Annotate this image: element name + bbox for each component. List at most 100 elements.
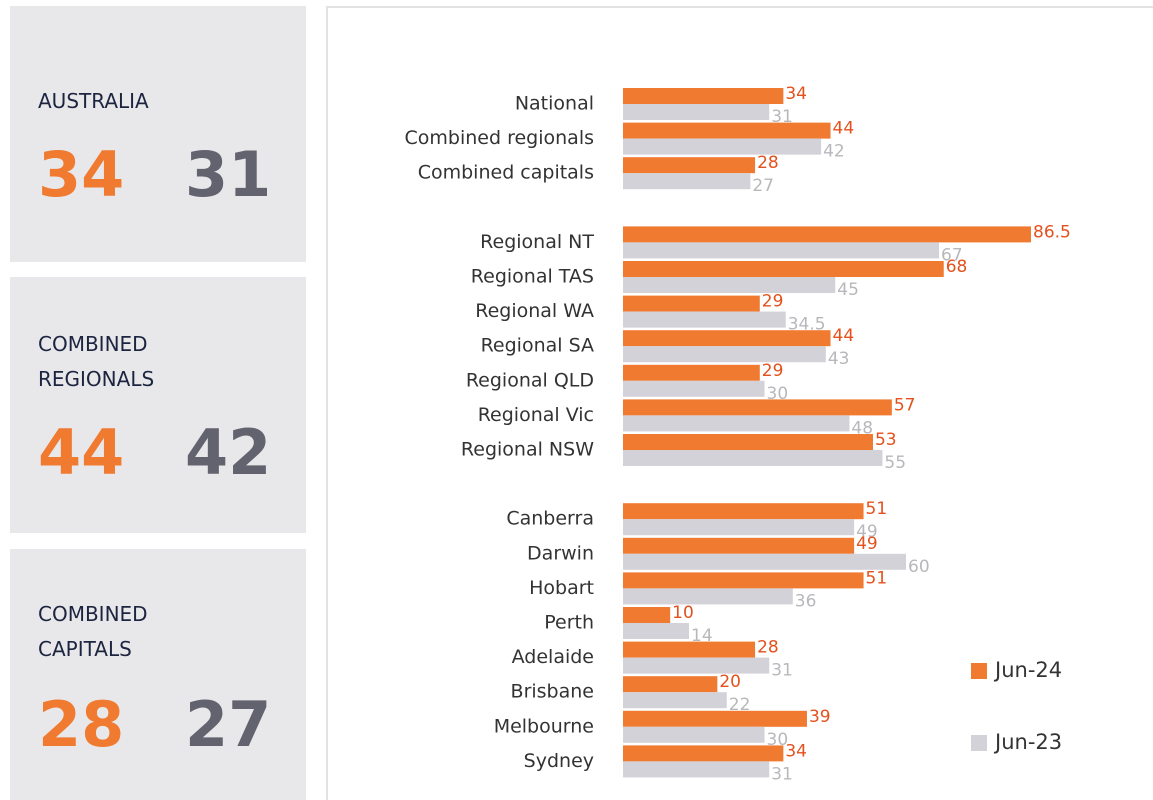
value-label: 44 — [833, 119, 855, 139]
previous-value: 31 — [185, 138, 272, 211]
value-label: 53 — [875, 430, 897, 450]
value-label: 34 — [785, 741, 807, 761]
category-label: Adelaide — [512, 646, 594, 668]
value-label: 39 — [809, 707, 831, 727]
legend-label: Jun-23 — [993, 730, 1062, 754]
value-label: 51 — [866, 568, 888, 588]
value-label: 30 — [767, 384, 789, 404]
category-label: Sydney — [524, 750, 594, 772]
bar — [623, 173, 751, 190]
value-label: 45 — [837, 280, 859, 300]
value-label: 60 — [908, 557, 930, 577]
value-label: 22 — [729, 695, 751, 715]
value-label: 48 — [851, 418, 873, 438]
bar — [623, 588, 793, 605]
value-label: 28 — [757, 638, 779, 658]
value-label: 34 — [785, 84, 807, 104]
bar — [623, 88, 784, 104]
category-label: Perth — [544, 612, 594, 634]
bar — [623, 434, 873, 450]
legend-label: Jun-24 — [993, 658, 1062, 682]
bar — [623, 330, 831, 347]
value-label: 43 — [828, 349, 850, 369]
category-label: Hobart — [529, 577, 594, 599]
bar — [623, 104, 770, 120]
bar — [623, 676, 718, 693]
category-label: Regional QLD — [466, 369, 594, 391]
value-label: 42 — [823, 142, 845, 162]
category-label: Combined regionals — [405, 127, 594, 149]
value-label: 31 — [771, 107, 793, 127]
value-label: 30 — [767, 730, 789, 750]
value-label: 20 — [719, 672, 741, 692]
value-label: 55 — [884, 453, 906, 473]
category-label: Regional TAS — [471, 266, 594, 288]
value-label: 31 — [771, 764, 793, 784]
category-label: Brisbane — [511, 681, 594, 703]
bar — [623, 572, 864, 589]
bar — [623, 503, 864, 520]
bar — [623, 537, 855, 554]
bar — [623, 261, 944, 277]
card-title: COMBINED CAPITALS — [38, 602, 148, 661]
bar — [623, 519, 855, 536]
bar — [623, 226, 1031, 243]
bar — [623, 277, 836, 293]
previous-value: 27 — [185, 688, 272, 761]
value-label: 51 — [866, 499, 888, 519]
bar — [623, 623, 690, 639]
value-label: 86.5 — [1033, 222, 1071, 242]
legend-swatch — [971, 735, 987, 751]
category-label: Regional SA — [481, 335, 594, 357]
bar — [623, 311, 786, 328]
category-label: National — [515, 93, 594, 115]
current-value: 44 — [38, 416, 125, 489]
bar — [623, 745, 784, 762]
bar — [623, 122, 831, 139]
value-label: 44 — [833, 326, 855, 346]
bar — [623, 346, 826, 363]
bar — [623, 364, 760, 381]
value-label: 10 — [672, 603, 694, 623]
bar — [623, 692, 727, 709]
value-label: 31 — [771, 661, 793, 681]
value-label: 57 — [894, 395, 916, 415]
category-label: Regional Vic — [478, 404, 594, 426]
bar — [623, 657, 770, 674]
bar — [623, 450, 883, 466]
bar — [623, 726, 765, 743]
value-label: 36 — [795, 591, 817, 611]
card-title: AUSTRALIA — [38, 89, 149, 113]
bar — [623, 380, 765, 397]
previous-value: 42 — [185, 416, 272, 489]
value-label: 67 — [941, 245, 963, 265]
bar — [623, 415, 850, 432]
bar — [623, 157, 756, 174]
category-label: Regional NSW — [461, 439, 594, 461]
stat-card: COMBINED REGIONALS 44 42 — [10, 277, 306, 533]
card-title: COMBINED REGIONALS — [38, 332, 155, 391]
category-label: Darwin — [527, 542, 594, 564]
category-label: Regional NT — [480, 231, 594, 253]
value-label: 49 — [856, 522, 878, 542]
bar — [623, 553, 907, 570]
category-label: Canberra — [506, 508, 594, 530]
bar — [623, 607, 671, 623]
bar — [623, 761, 770, 778]
legend-swatch — [971, 663, 987, 679]
chart-panel — [326, 6, 1153, 800]
current-value: 34 — [38, 138, 125, 211]
bar — [623, 399, 892, 416]
value-label: 14 — [691, 626, 713, 646]
value-label: 29 — [762, 292, 784, 312]
value-label: 27 — [752, 176, 774, 196]
value-label: 29 — [762, 361, 784, 381]
stat-card: AUSTRALIA 34 31 — [10, 6, 306, 262]
category-label: Melbourne — [494, 715, 594, 737]
value-label: 68 — [946, 257, 968, 277]
bar — [623, 641, 756, 658]
bar — [623, 295, 760, 312]
value-label: 28 — [757, 153, 779, 173]
